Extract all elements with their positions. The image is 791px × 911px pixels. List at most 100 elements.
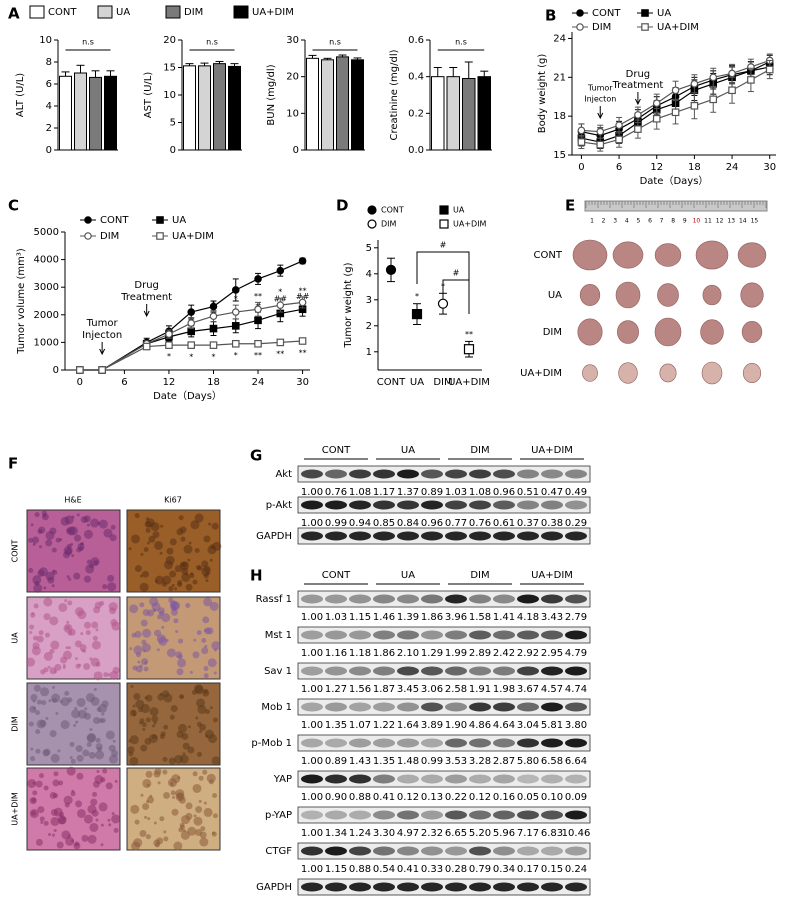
data-point	[76, 366, 84, 374]
blot-band	[325, 882, 347, 892]
y-tick-label: 1000	[34, 337, 59, 348]
bar	[351, 59, 364, 151]
cell	[195, 716, 199, 720]
blot-band	[349, 594, 371, 604]
band-value: 0.12	[469, 792, 491, 803]
cell	[55, 537, 61, 543]
cell	[49, 616, 59, 626]
series-line	[79, 301, 303, 371]
cell	[142, 803, 150, 811]
cell	[90, 696, 100, 706]
band-value: 1.16	[325, 648, 347, 659]
annotation: Treatment	[120, 292, 172, 303]
cell	[95, 737, 101, 743]
x-tick-label: 30	[763, 162, 776, 173]
cell	[161, 625, 165, 629]
cell	[192, 771, 198, 777]
band-value: 1.00	[301, 487, 323, 498]
band-value: 2.32	[421, 828, 443, 839]
cell	[163, 836, 169, 842]
blot-band	[469, 738, 491, 748]
blot-band	[469, 810, 491, 820]
band-value: 2.92	[517, 648, 539, 659]
band-value: 0.76	[469, 518, 491, 529]
blot-band	[349, 846, 371, 856]
blot-band	[493, 738, 515, 748]
cell	[140, 744, 148, 752]
cell	[146, 541, 150, 545]
blot-strip	[297, 698, 591, 716]
cell	[206, 773, 216, 783]
y-tick-label: 0.4	[408, 72, 424, 83]
y-axis-label: Creatinine (mg/dl)	[389, 49, 400, 140]
cell	[141, 658, 149, 666]
data-point	[209, 302, 218, 311]
blot-band	[517, 882, 539, 892]
cell	[153, 721, 157, 725]
row-label: DIM	[543, 327, 562, 338]
cell	[173, 841, 183, 851]
blot-band	[493, 702, 515, 712]
cell	[31, 810, 37, 816]
blot-band	[445, 500, 467, 510]
cell	[82, 749, 90, 757]
cell	[140, 619, 148, 627]
cell	[73, 723, 77, 727]
band-value: 1.86	[373, 648, 395, 659]
tumor	[572, 239, 608, 271]
tumor	[702, 284, 722, 306]
cell	[78, 546, 84, 552]
band-value: 1.39	[397, 612, 419, 623]
cell	[108, 744, 116, 752]
cell	[135, 699, 145, 709]
cell	[76, 772, 84, 780]
blot-band	[445, 666, 467, 676]
cell	[29, 624, 35, 630]
band-value: 0.47	[541, 487, 563, 498]
row-label: DIM	[11, 716, 20, 732]
cell	[203, 801, 207, 805]
blot-band	[493, 500, 515, 510]
band-value: 5.20	[469, 828, 491, 839]
bar	[104, 75, 117, 151]
legend-label: UA+DIM	[252, 7, 294, 18]
cell	[88, 751, 96, 759]
cell	[57, 815, 67, 825]
cell	[157, 781, 161, 785]
band-value: 0.76	[325, 487, 347, 498]
cell	[45, 571, 55, 581]
blot-band	[565, 774, 587, 784]
cell	[147, 817, 151, 821]
ruler-label: 3	[613, 218, 617, 225]
cell	[145, 770, 153, 778]
cell	[170, 782, 174, 786]
cell	[181, 572, 191, 582]
ruler-label: 2	[602, 218, 606, 225]
cell	[62, 666, 66, 670]
cell	[107, 673, 111, 677]
bar	[321, 59, 334, 151]
cell	[28, 567, 34, 573]
cell	[102, 768, 108, 774]
cell	[188, 541, 192, 545]
blot-band	[325, 500, 347, 510]
band-value: 2.87	[493, 756, 515, 767]
blot-label: Sav 1	[264, 666, 292, 677]
cell	[32, 699, 36, 703]
band-value: 0.33	[421, 864, 443, 875]
cell	[107, 582, 117, 592]
blot-band	[301, 666, 323, 676]
y-tick-label: 0.2	[408, 108, 424, 119]
cell	[187, 826, 197, 836]
band-value: 1.86	[421, 612, 443, 623]
band-value: 0.05	[517, 792, 539, 803]
cell	[177, 581, 183, 587]
x-tick-label: 24	[726, 162, 739, 173]
blot-band	[373, 531, 395, 541]
bracket	[442, 279, 470, 314]
annotation: Drug	[626, 69, 651, 80]
tumor	[654, 243, 682, 267]
band-value: 5.81	[541, 720, 563, 731]
cell	[83, 663, 91, 671]
blot-band	[565, 846, 587, 856]
